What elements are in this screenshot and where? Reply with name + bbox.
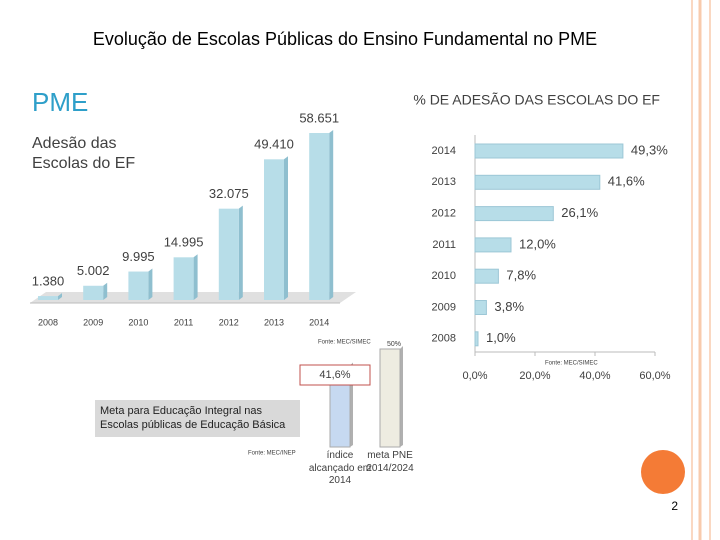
value-label: 14.995	[164, 235, 204, 250]
y-tick-label: 2008	[432, 333, 456, 345]
value-label: 41,6%	[608, 174, 645, 189]
x-tick-label: 2013	[264, 317, 284, 327]
x-tick-label: 2012	[219, 317, 239, 327]
x-tick-label: 40,0%	[579, 370, 610, 382]
bar	[379, 348, 401, 448]
bar	[474, 206, 554, 222]
bar-side	[284, 156, 288, 300]
value-label: 3,8%	[494, 299, 524, 314]
value-label: 1.380	[32, 274, 65, 289]
page-number: 2	[671, 499, 678, 513]
value-label: 58.651	[299, 110, 339, 125]
value-label: 7,8%	[506, 268, 536, 283]
value-label: 9.995	[122, 249, 155, 264]
bar-side	[238, 205, 243, 300]
bar	[474, 268, 499, 284]
value-label: 49,3%	[631, 142, 668, 157]
source: Fonte: MEC/SIMEC	[545, 361, 598, 367]
x-tick-label: 0,0%	[462, 370, 487, 382]
y-tick-label: 2013	[432, 176, 456, 188]
bar	[128, 271, 149, 300]
bar	[474, 331, 479, 347]
y-tick-label: 2009	[432, 301, 456, 313]
y-tick-label: 2012	[432, 208, 456, 220]
bar	[83, 285, 104, 300]
note-box	[95, 400, 300, 437]
category-label: meta PNE 2014/2024	[366, 450, 414, 474]
bar-side	[400, 346, 403, 447]
bar	[264, 159, 284, 300]
bar	[309, 133, 330, 300]
x-tick-label: 2014	[309, 317, 329, 327]
slide-title: Evolução de Escolas Públicas do Ensino F…	[93, 29, 597, 49]
bar-side	[103, 282, 108, 300]
chart-title: Adesão das Escolas do EF	[32, 135, 136, 172]
value-label: 32.075	[209, 186, 249, 201]
value-label: 12,0%	[519, 236, 556, 251]
bar-side	[148, 268, 153, 300]
bar	[218, 208, 239, 300]
bar	[474, 300, 487, 315]
x-tick-label: 60,0%	[639, 370, 670, 382]
heading: PME	[32, 87, 88, 117]
x-tick-label: 2009	[83, 317, 103, 327]
source: Fonte: MEC/SIMEC	[318, 340, 371, 346]
value-label: 50%	[387, 341, 401, 348]
bar-side	[193, 254, 198, 300]
source: Fonte: MEC/INEP	[248, 451, 296, 457]
chart-title: Meta para Educação Integral nas Escolas …	[100, 405, 286, 431]
label-box	[299, 364, 371, 386]
value-label: 41,6%	[319, 369, 350, 381]
x-tick-label: 2008	[38, 317, 58, 327]
decor-circle	[641, 450, 685, 494]
value-label: 26,1%	[561, 205, 598, 220]
category-label: índice alcançado em 2014	[308, 450, 372, 486]
bar-side	[329, 130, 334, 300]
value-label: 5.002	[77, 263, 110, 278]
value-label: 1,0%	[486, 330, 516, 345]
x-tick-label: 20,0%	[519, 370, 550, 382]
bar	[38, 296, 58, 300]
bar	[474, 174, 601, 190]
bar	[173, 257, 194, 300]
y-tick-label: 2011	[432, 239, 456, 251]
chart-title: % DE ADESÃO DAS ESCOLAS DO EF	[413, 92, 660, 108]
x-tick-label: 2010	[128, 317, 148, 327]
x-tick-label: 2011	[174, 317, 193, 327]
y-tick-label: 2014	[432, 145, 456, 157]
y-tick-label: 2010	[432, 270, 456, 282]
bar	[474, 143, 624, 159]
value-label: 49.410	[254, 137, 294, 152]
bar-side	[58, 293, 62, 300]
bar	[474, 237, 512, 253]
